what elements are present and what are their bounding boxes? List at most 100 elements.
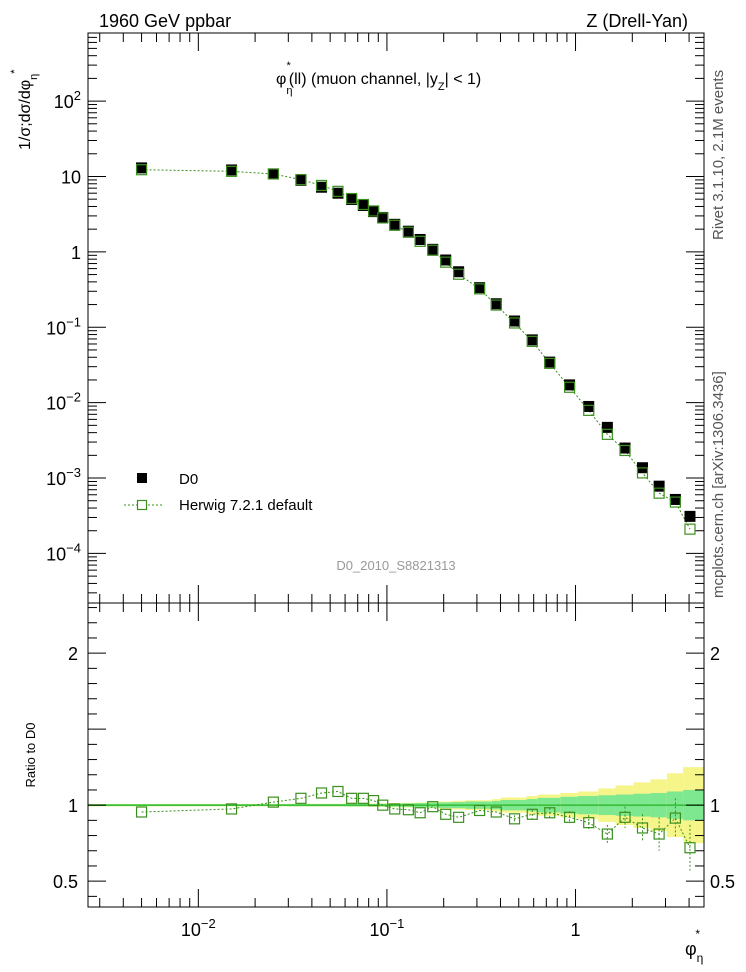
ratio-mc-point (544, 807, 556, 819)
mc-point (389, 219, 401, 231)
data-point (295, 174, 307, 186)
ratio-y-tick-label-right: 1 (710, 796, 720, 816)
mc-point (544, 357, 556, 369)
data-point (490, 298, 502, 310)
mc-point (427, 244, 439, 256)
header-process-label: Z (Drell-Yan) (586, 11, 688, 31)
y-tick-label: 102 (54, 88, 81, 112)
y-label-sup: * (9, 69, 21, 74)
ratio-mc-point (563, 811, 576, 823)
axes: 10−2 10−1 1 10−4 10−3 10−2 10−1 1 10 102 0.5 0.5 1 1 2… (46, 32, 735, 940)
ratio-uncertainty-bands (88, 767, 704, 844)
data-point (402, 225, 414, 237)
mc-point (440, 256, 452, 268)
header-energy-label: 1960 GeV ppbar (99, 11, 231, 31)
mc-point (368, 205, 380, 217)
data-point (316, 181, 328, 193)
mc-point (619, 444, 631, 457)
x-tick-label: 10−1 (369, 916, 404, 940)
ratio-y-tick-label: 1 (68, 796, 78, 816)
y-tick-label: 1 (71, 243, 81, 263)
data-point (544, 356, 556, 368)
data-point (509, 315, 521, 327)
rivet-version-label: Rivet 3.1.10, 2.1M events (710, 70, 727, 240)
data-point (684, 510, 696, 522)
mcplots-label: mcplots.cern.ch [arXiv:1306.3436] (710, 371, 727, 598)
mc-series-line (141, 169, 691, 530)
data-point (377, 211, 389, 223)
y-tick-label: 10−2 (46, 390, 81, 414)
x-tick-label: 10−2 (181, 916, 216, 940)
title-middle: (ll) (muon channel, |y (289, 71, 438, 88)
mc-point (453, 268, 465, 280)
ratio-mc-point (225, 803, 238, 815)
ratio-mc-point (295, 792, 307, 804)
analysis-watermark: D0_2010_S8821313 (336, 558, 455, 573)
mc-point (563, 381, 576, 393)
mc-point (526, 335, 538, 347)
mc-point (135, 164, 148, 176)
mc-point (225, 165, 238, 177)
mc-point (414, 235, 426, 247)
mc-point (377, 212, 389, 224)
ratio-mc-point (440, 808, 452, 820)
title-star: * (287, 60, 292, 72)
ratio-mc-point (453, 811, 465, 823)
ratio-mc-point (267, 796, 279, 808)
data-point (346, 193, 358, 205)
ratio-y-tick-label: 0.5 (53, 872, 78, 892)
title-z: Z (438, 81, 445, 93)
main-series (135, 162, 696, 535)
data-point (526, 334, 538, 346)
legend-mc-marker (136, 499, 148, 511)
ratio-series (135, 785, 696, 871)
y-tick-label: 10−3 (46, 465, 81, 489)
data-point (474, 282, 486, 294)
mc-point (653, 487, 665, 499)
data-point (389, 218, 401, 230)
data-point (332, 187, 344, 199)
ratio-mc-point (583, 817, 595, 829)
data-point (427, 243, 439, 255)
y-label-sub: η (28, 74, 40, 80)
title-end: | < 1) (445, 71, 482, 88)
mc-point (295, 173, 307, 186)
ratio-mc-point (526, 808, 538, 820)
plot-title: φη * (ll) (muon channel, |yZ| < 1) (276, 60, 481, 97)
data-point (357, 200, 369, 212)
mc-point (601, 428, 613, 440)
legend: D0 Herwig 7.2.1 default (124, 471, 313, 514)
y-tick-label: 10−4 (46, 540, 81, 564)
ratio-mc-point (346, 792, 358, 804)
data-point (414, 233, 426, 245)
mc-point (636, 467, 649, 479)
ratio-mc-point (377, 799, 389, 811)
data-point (267, 168, 279, 180)
x-label-base: φ (685, 939, 697, 959)
data-point (601, 421, 613, 433)
ratio-mc-point (601, 828, 613, 840)
ratio-mc-point (669, 812, 681, 824)
ratio-mc-point (315, 787, 328, 799)
ratio-mc-point (473, 804, 486, 817)
ratio-mc-point (490, 806, 502, 818)
mc-point (669, 496, 681, 508)
ratio-y-tick-label-right: 0.5 (710, 872, 735, 892)
data-point (619, 442, 631, 454)
mc-point (490, 299, 502, 311)
ratio-mc-point (402, 804, 415, 816)
title-eta: η (286, 85, 292, 97)
mc-point (583, 404, 595, 416)
ratio-axis-label: Ratio to D0 (23, 722, 38, 787)
ratio-mc-point (389, 803, 401, 815)
ratio-mc-point (619, 811, 631, 823)
x-tick-label: 1 (571, 920, 581, 940)
mc-point (473, 283, 486, 295)
ratio-y-tick-label-right: 2 (710, 644, 720, 664)
data-point (669, 493, 681, 505)
ratio-frame (87, 602, 705, 908)
mc-point (267, 168, 279, 180)
data-point (583, 400, 595, 412)
ratio-mc-point (414, 807, 426, 819)
